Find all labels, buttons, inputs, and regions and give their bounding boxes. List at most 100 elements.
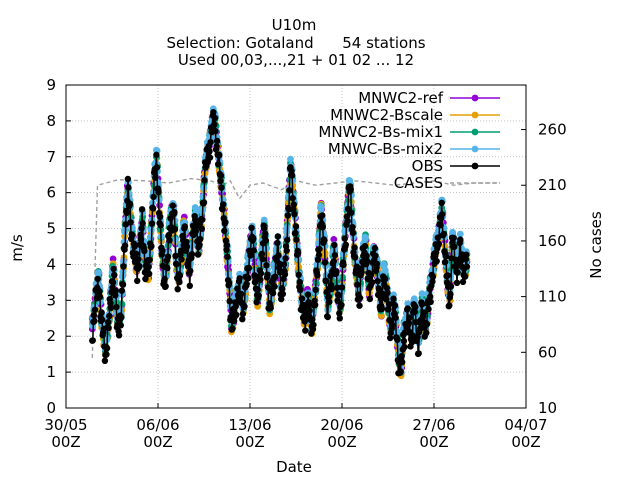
series-point — [264, 271, 271, 278]
series-point — [183, 243, 191, 250]
series-point — [118, 287, 126, 294]
y-tick-label: 0 — [46, 399, 56, 417]
series-point — [439, 211, 446, 218]
legend-label-mnwc-bs-mix2: MNWC-Bs-mix2 — [328, 140, 443, 158]
plot-frame — [65, 84, 527, 409]
series-point — [138, 206, 146, 213]
series-point — [349, 229, 357, 237]
y-axis-right: 10 60 110 160 210 260 — [521, 121, 567, 417]
series-point — [404, 300, 412, 308]
series-point — [331, 241, 338, 249]
series-point — [258, 250, 266, 258]
series-point — [117, 322, 125, 329]
series-point — [275, 252, 282, 259]
x-tick-label-date: 20/06 — [320, 416, 363, 434]
series-point — [183, 238, 190, 246]
y-tick-label: 4 — [46, 255, 56, 273]
series-point — [211, 121, 218, 128]
series-point — [401, 343, 408, 351]
legend-label-mnwc2-bscale: MNWC2-Bscale — [330, 106, 443, 124]
series-point — [384, 289, 391, 296]
series-point — [292, 230, 299, 237]
series-point — [344, 217, 351, 225]
series-point — [271, 283, 278, 290]
chart-title-line-3: Used 00,03,...,21 + 01 02 ... 12 — [178, 51, 414, 69]
series-point — [274, 239, 281, 247]
series-point — [181, 223, 188, 230]
series-point — [112, 287, 120, 294]
series-point — [381, 267, 389, 275]
y2-axis-label: No cases — [587, 211, 605, 279]
series-point — [423, 321, 431, 328]
legend-label-cases: CASES — [394, 174, 443, 192]
series-point — [361, 242, 369, 250]
series-point — [226, 298, 233, 305]
series-point — [113, 303, 120, 311]
x-axis-label: Date — [276, 458, 312, 476]
series-point — [351, 244, 358, 251]
series-point — [347, 186, 354, 193]
series-point — [120, 263, 127, 270]
series-point — [106, 312, 113, 320]
series-point — [446, 302, 453, 309]
series-point — [312, 286, 319, 294]
legend-marker-obs — [471, 162, 479, 170]
series-point — [427, 298, 434, 306]
series-point — [206, 148, 213, 155]
series-point — [372, 252, 379, 260]
series-point — [423, 329, 430, 337]
series-point — [155, 188, 162, 196]
series-point — [447, 290, 454, 298]
series-point — [324, 313, 331, 321]
series-point — [91, 306, 99, 313]
series-point — [150, 193, 157, 201]
series-point — [314, 256, 322, 263]
series-point — [399, 359, 406, 366]
y-tick-label: 6 — [46, 184, 56, 202]
x-tick-label-date: 13/06 — [228, 416, 271, 434]
legend-marker-mnwc-bs-mix2 — [471, 145, 479, 153]
y2-tick-label: 260 — [538, 121, 567, 139]
series-point — [90, 312, 98, 319]
series-point — [404, 305, 411, 312]
series-point — [119, 273, 126, 281]
series-point — [321, 259, 329, 266]
wind-series — [88, 105, 471, 380]
series-point — [382, 275, 389, 282]
cases-line — [91, 177, 498, 358]
series-point — [132, 250, 140, 257]
series-point — [291, 211, 298, 218]
series-point — [373, 260, 381, 268]
series-point — [429, 273, 437, 281]
series-point — [444, 272, 451, 279]
series-point — [351, 254, 359, 261]
y2-tick-label: 60 — [538, 343, 557, 361]
series-point — [330, 258, 337, 265]
y-tick-label: 3 — [46, 291, 56, 309]
series-point — [306, 307, 313, 314]
series-point — [262, 230, 269, 237]
series-point — [153, 164, 161, 171]
series-point — [377, 295, 385, 302]
series-point — [201, 177, 208, 184]
series-point — [146, 233, 154, 241]
legend: MNWC2-refMNWC2-BscaleMNWC2-Bs-mix1MNWC-B… — [318, 89, 500, 192]
series-point — [211, 114, 219, 122]
series-point — [157, 213, 164, 220]
series-point — [364, 258, 371, 265]
series-point — [219, 206, 226, 213]
series-point — [335, 292, 342, 299]
series-point — [429, 278, 436, 285]
series-point — [274, 233, 282, 240]
series-point — [312, 301, 319, 309]
series-point — [220, 201, 227, 208]
series-point — [358, 269, 365, 276]
series-point — [236, 275, 243, 282]
series-point — [105, 324, 112, 332]
series-point — [126, 200, 134, 207]
series-point — [367, 271, 375, 278]
y-tick-label: 5 — [46, 220, 56, 238]
series-point — [148, 243, 155, 250]
series-point — [234, 285, 241, 292]
series-point — [96, 293, 104, 301]
